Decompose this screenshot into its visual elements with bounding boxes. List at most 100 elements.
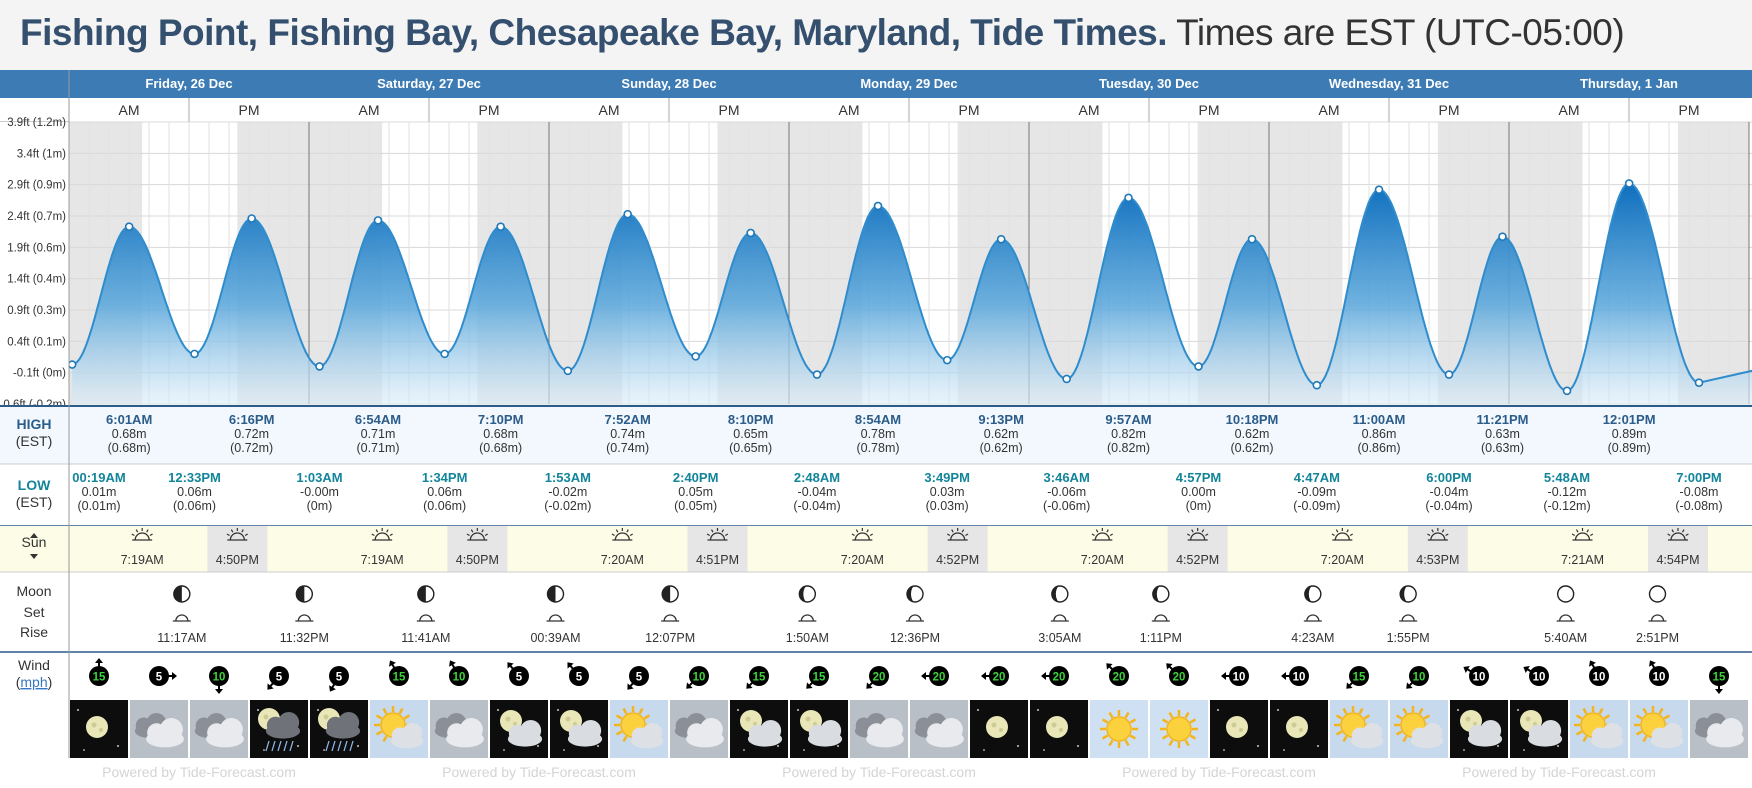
- low-tide-time: 12:33PM: [168, 470, 221, 485]
- star: [317, 709, 319, 711]
- low-tide-value: -0.09m: [1297, 485, 1336, 499]
- day-header-1[interactable]: Saturday, 27 Dec: [377, 76, 481, 91]
- wind-speed-badge: [1649, 666, 1669, 686]
- sun-ray: [1124, 739, 1130, 747]
- low-tide-value-paren: (-0.04m): [1425, 499, 1472, 513]
- day-header-6[interactable]: Thursday, 1 Jan: [1580, 76, 1678, 91]
- sun-ray: [375, 714, 383, 720]
- low-tide-point: [691, 352, 700, 361]
- star: [1523, 749, 1525, 751]
- high-tide-time: 11:21PM: [1476, 412, 1528, 427]
- sunrise-time: 7:19AM: [121, 553, 164, 567]
- moon-rise-time: 5:40AM: [1544, 631, 1587, 645]
- wind-speed-badge: [1349, 666, 1369, 686]
- moon-crater: [323, 714, 329, 720]
- wind-speed-value: 10: [1473, 672, 1486, 684]
- moon-set-time: 1:55PM: [1387, 631, 1430, 645]
- high-tide-time: 9:13PM: [978, 412, 1024, 427]
- high-label: HIGH: [17, 416, 52, 432]
- low-tide-value-paren: (0.06m): [173, 499, 216, 513]
- sun-ray: [1161, 718, 1169, 724]
- star: [983, 749, 985, 751]
- sun-ray: [1427, 533, 1431, 537]
- low-tide-value: -0.04m: [1430, 485, 1469, 499]
- star: [977, 709, 979, 711]
- weather-clear-night-icon: [970, 700, 1028, 758]
- wind-speed-badge: [389, 666, 409, 686]
- sun-ray: [1418, 707, 1424, 715]
- wind-arrow-head: [95, 658, 103, 663]
- wind-arrow-head: [1649, 660, 1656, 667]
- moon-crater: [991, 722, 997, 728]
- cloud-part: [580, 720, 602, 741]
- moon-shadow: [1304, 586, 1313, 602]
- low-label: LOW: [18, 477, 51, 493]
- star: [357, 745, 359, 747]
- sun-label: Sun: [22, 534, 47, 550]
- high-tide-point: [623, 209, 632, 219]
- sun-ray: [1363, 714, 1371, 720]
- low-tide-value-paren: (-0.08m): [1675, 499, 1722, 513]
- sun-ray: [1571, 533, 1576, 537]
- sun-ray: [241, 529, 244, 533]
- day-header-0[interactable]: Friday, 26 Dec: [145, 76, 232, 91]
- wind-speed-badge: [1049, 666, 1069, 686]
- star: [1037, 709, 1039, 711]
- wind-arrow-head: [627, 683, 634, 690]
- moon-ball: [1046, 716, 1068, 738]
- weather-partly-cloudy-night-icon: [790, 700, 848, 758]
- weather-sunny-icon: [1090, 700, 1148, 758]
- y-tick-label: 0.9ft (0.3m): [7, 305, 66, 317]
- cloud-part: [402, 723, 423, 743]
- title-timezone: Times are EST (UTC-05:00): [1176, 12, 1625, 53]
- sunset-time: 4:53PM: [1416, 553, 1459, 567]
- sun-ray: [622, 707, 628, 715]
- am-label: AM: [839, 102, 860, 118]
- sun-ray: [1603, 714, 1611, 720]
- wind-unit-link[interactable]: (mph): [16, 674, 53, 690]
- rain-drop: [283, 740, 288, 752]
- sun-ray: [1109, 533, 1114, 537]
- am-label: AM: [1079, 102, 1100, 118]
- low-tide-time: 7:00PM: [1676, 470, 1722, 485]
- sun-ray: [615, 714, 623, 720]
- sunset-icon: [946, 528, 969, 541]
- weather-cloudy-icon: [1690, 700, 1748, 758]
- weather-partly-sunny-icon: [370, 700, 428, 758]
- weather-clear-night-icon: [70, 700, 128, 758]
- star: [1043, 749, 1045, 751]
- day-header-5[interactable]: Wednesday, 31 Dec: [1329, 76, 1449, 91]
- day-header-4[interactable]: Tuesday, 30 Dec: [1099, 76, 1199, 91]
- sunset-icon: [466, 528, 489, 541]
- sunset-cell-bg: [1648, 526, 1708, 572]
- wind-speed-badge: [869, 666, 889, 686]
- wind-speed-badge: [749, 666, 769, 686]
- sun-ray: [1441, 529, 1445, 533]
- wind-speed-badge: [689, 666, 709, 686]
- low-tide-value-paren: (-0.12m): [1543, 499, 1590, 513]
- high-tide-point: [1247, 234, 1257, 244]
- day-header-3[interactable]: Monday, 29 Dec: [860, 76, 957, 91]
- wind-speed-value: 5: [156, 672, 163, 684]
- am-label: AM: [1559, 102, 1580, 118]
- star: [743, 749, 745, 751]
- star: [503, 749, 505, 751]
- star: [1457, 709, 1459, 711]
- cloud-part: [1662, 723, 1683, 743]
- moon-rise-label: Rise: [20, 624, 48, 640]
- sun-arc: [1574, 532, 1591, 541]
- page-title: Fishing Point, Fishing Bay, Chesapeake B…: [20, 12, 1625, 54]
- wind-speed-value: 15: [753, 672, 766, 684]
- day-header-2[interactable]: Sunday, 28 Dec: [621, 76, 716, 91]
- wind-arrow-head: [507, 662, 514, 669]
- moon-shadow: [296, 586, 305, 602]
- weather-cloudy-icon: [910, 700, 968, 758]
- moon-phase-icon: [1051, 585, 1069, 603]
- sunrise-icon: [1571, 528, 1594, 541]
- wind-arrow-head: [1106, 663, 1113, 670]
- moon-shadow: [799, 586, 808, 602]
- wind-arrow-head: [1346, 682, 1353, 689]
- sun-ray: [135, 529, 139, 533]
- sun-ray: [615, 730, 623, 736]
